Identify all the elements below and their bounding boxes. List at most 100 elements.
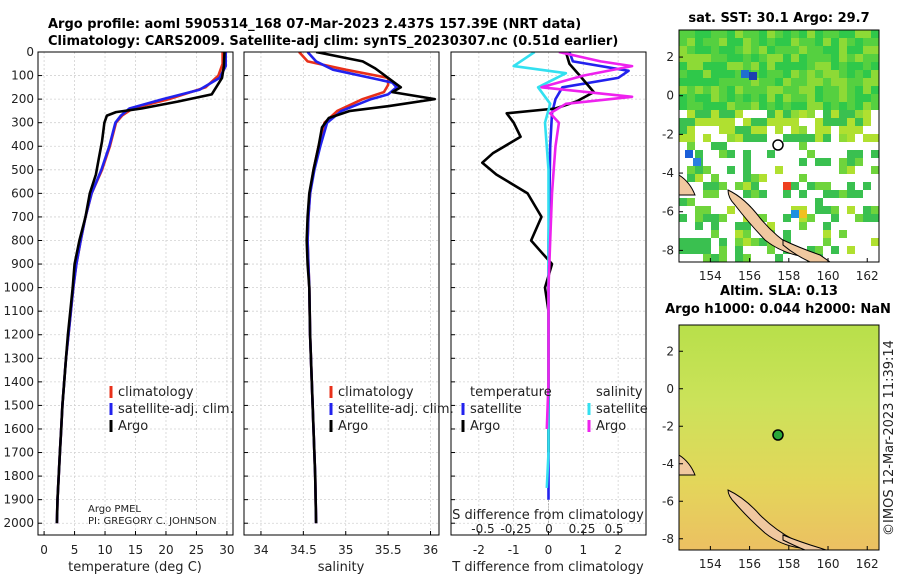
sst-cell <box>855 46 863 54</box>
sst-cell <box>751 230 759 238</box>
sst-cell <box>703 70 711 78</box>
sst-cell <box>815 158 823 166</box>
sst-cell <box>759 166 767 174</box>
sst-cell <box>783 214 791 222</box>
sst-cell <box>799 134 807 142</box>
sst-cell <box>719 198 727 206</box>
sst-map-title: sat. SST: 30.1 Argo: 29.7 <box>688 11 869 26</box>
sst-cell <box>831 190 839 198</box>
sst-cell <box>871 206 879 214</box>
map-y-tick-label: -8 <box>662 243 674 257</box>
sst-cell <box>823 38 831 46</box>
sst-cell <box>831 54 839 62</box>
sst-cell <box>807 54 815 62</box>
y-tick-label: 900 <box>11 257 34 271</box>
sst-cell <box>775 70 783 78</box>
legend-climatology: climatology <box>118 385 194 400</box>
sst-cell <box>823 198 831 206</box>
sst-cell <box>799 78 807 86</box>
sst-cell <box>735 62 743 70</box>
sst-cell <box>751 30 759 38</box>
sst-cell <box>719 134 727 142</box>
sst-cell <box>711 54 719 62</box>
sst-cell <box>695 150 703 158</box>
sst-cell <box>807 70 815 78</box>
sst-cell <box>679 214 687 222</box>
sst-cell <box>711 166 719 174</box>
s-tick: 0.5 <box>604 522 623 536</box>
x-tick-label: 30 <box>219 543 234 557</box>
sst-cell <box>847 166 855 174</box>
sst-cell <box>679 198 687 206</box>
sst-cell <box>703 102 711 110</box>
sst-cell <box>791 254 799 262</box>
sst-cell <box>751 54 759 62</box>
sst-cell <box>687 246 695 254</box>
sst-cell <box>847 198 855 206</box>
sst-cell <box>783 78 791 86</box>
sst-cell <box>823 134 831 142</box>
sst-cell <box>735 174 743 182</box>
sst-cell <box>823 102 831 110</box>
sst-cell <box>871 30 879 38</box>
sst-cell <box>831 38 839 46</box>
sst-cell <box>847 254 855 262</box>
sst-cell <box>775 102 783 110</box>
sst-cell <box>847 190 855 198</box>
sst-cell <box>783 38 791 46</box>
sst-cell <box>807 214 815 222</box>
difference-panel: -2 -1 0 1 2 <box>450 51 647 557</box>
sst-cell <box>839 86 847 94</box>
sst-cell <box>751 38 759 46</box>
sst-cell <box>847 86 855 94</box>
sst-cell <box>847 182 855 190</box>
sst-cell <box>727 246 735 254</box>
x-tick-label: 20 <box>158 543 173 557</box>
sst-cell <box>831 150 839 158</box>
sst-cell <box>855 118 863 126</box>
sst-cell <box>751 238 759 246</box>
sst-cell <box>839 134 847 142</box>
salinity-xlabel: salinity <box>318 560 365 575</box>
sst-cell <box>703 206 711 214</box>
y-tick-label: 1800 <box>3 469 34 483</box>
sst-cell <box>767 142 775 150</box>
s-difference-ticks: -0.5 -0.25 0 0.25 0.5 <box>471 522 623 536</box>
sst-cell <box>783 86 791 94</box>
sst-cell <box>695 142 703 150</box>
sst-cell <box>863 142 871 150</box>
sst-cell <box>743 198 751 206</box>
map-y-tick-label: 0 <box>666 382 674 396</box>
sst-cell <box>839 166 847 174</box>
sst-cell <box>711 70 719 78</box>
sst-cell <box>855 70 863 78</box>
sst-cell <box>767 254 775 262</box>
sst-cell <box>719 110 727 118</box>
sst-cell <box>719 142 727 150</box>
sst-cell <box>839 206 847 214</box>
sst-cell <box>783 254 791 262</box>
sst-cell <box>759 246 767 254</box>
sst-cell <box>863 158 871 166</box>
sst-cell <box>775 214 783 222</box>
sst-cell <box>807 230 815 238</box>
sst-cell <box>823 174 831 182</box>
sst-cell <box>711 246 719 254</box>
sst-cell <box>679 38 687 46</box>
sst-cell <box>703 198 711 206</box>
sst-cell <box>687 182 695 190</box>
sst-cell <box>687 102 695 110</box>
sst-cell <box>863 46 871 54</box>
sst-cell <box>847 158 855 166</box>
sst-cell <box>823 166 831 174</box>
sst-cell <box>679 206 687 214</box>
sst-cell <box>727 206 735 214</box>
sst-cell <box>767 198 775 206</box>
sst-cell <box>743 190 751 198</box>
y-tick-label: 1700 <box>3 446 34 460</box>
sst-cell <box>871 190 879 198</box>
sst-cell <box>839 30 847 38</box>
sst-cell <box>687 174 695 182</box>
sst-cell <box>815 174 823 182</box>
sst-cell <box>711 86 719 94</box>
